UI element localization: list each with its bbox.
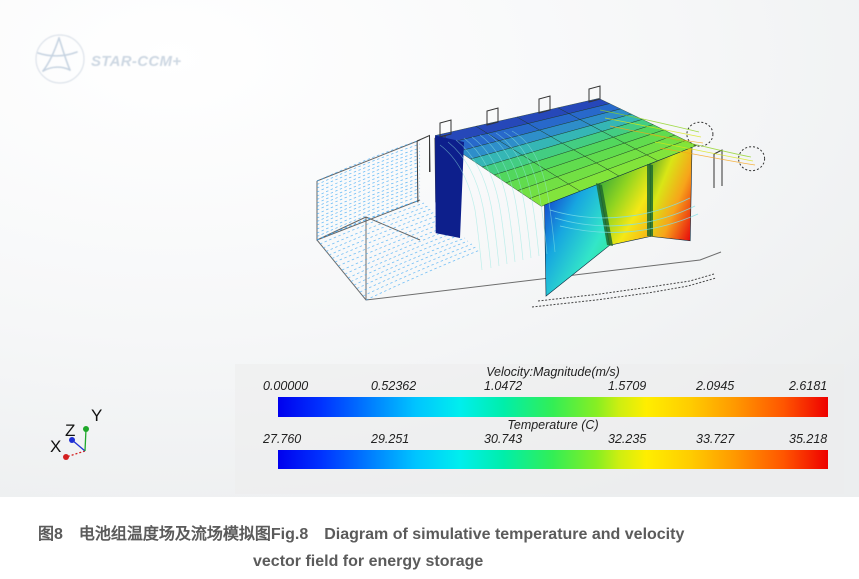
svg-text:Z: Z: [65, 421, 75, 440]
svg-text:X: X: [50, 437, 61, 456]
svg-text:Y: Y: [91, 406, 102, 425]
